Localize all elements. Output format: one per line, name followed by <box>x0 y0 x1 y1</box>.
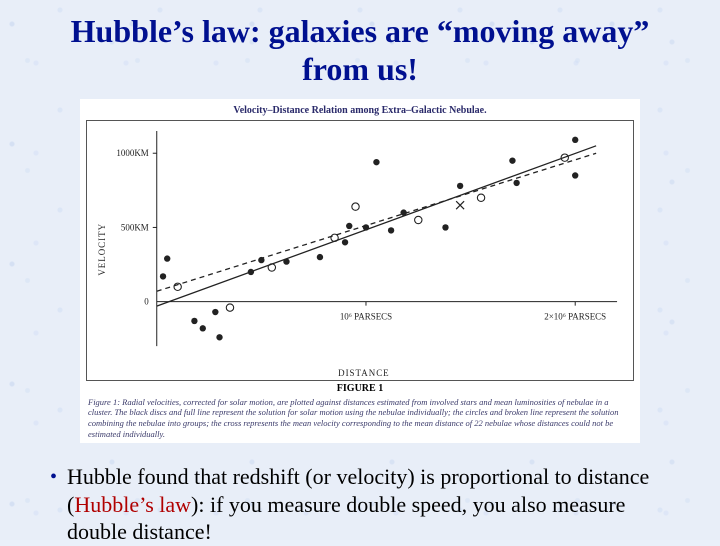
svg-text:VELOCITY: VELOCITY <box>97 223 107 276</box>
slide: Hubble’s law: galaxies are “moving away”… <box>0 0 720 540</box>
slide-title: Hubble’s law: galaxies are “moving away”… <box>40 12 680 89</box>
svg-text:500KM: 500KM <box>121 222 149 232</box>
hubble-law-term: Hubble’s law <box>74 492 191 517</box>
figure-panel: Velocity–Distance Relation among Extra–G… <box>80 99 640 444</box>
bullet-dot-icon: • <box>50 463 57 491</box>
figure-label: FIGURE 1 <box>86 383 634 394</box>
svg-text:DISTANCE: DISTANCE <box>338 368 390 378</box>
bullet-text: Hubble found that redshift (or velocity)… <box>67 463 670 546</box>
plot-frame: 500KM 1000KM 10⁶ PARSECS 2×10⁶ PARSECS DISTA… <box>86 120 634 381</box>
svg-text:2×10⁶ PARSECS: 2×10⁶ PARSECS <box>544 311 606 321</box>
bullet-item: • Hubble found that redshift (or velocit… <box>40 463 680 546</box>
hubble-plot: 500KM 1000KM 10⁶ PARSECS 2×10⁶ PARSECS DISTA… <box>87 121 633 380</box>
figure-caption: Figure 1: Radial velocities, corrected f… <box>86 397 634 440</box>
svg-text:1000KM: 1000KM <box>116 148 148 158</box>
figure-title: Velocity–Distance Relation among Extra–G… <box>86 105 634 116</box>
svg-text:10⁶ PARSECS: 10⁶ PARSECS <box>340 311 392 321</box>
svg-text:0: 0 <box>144 296 149 306</box>
